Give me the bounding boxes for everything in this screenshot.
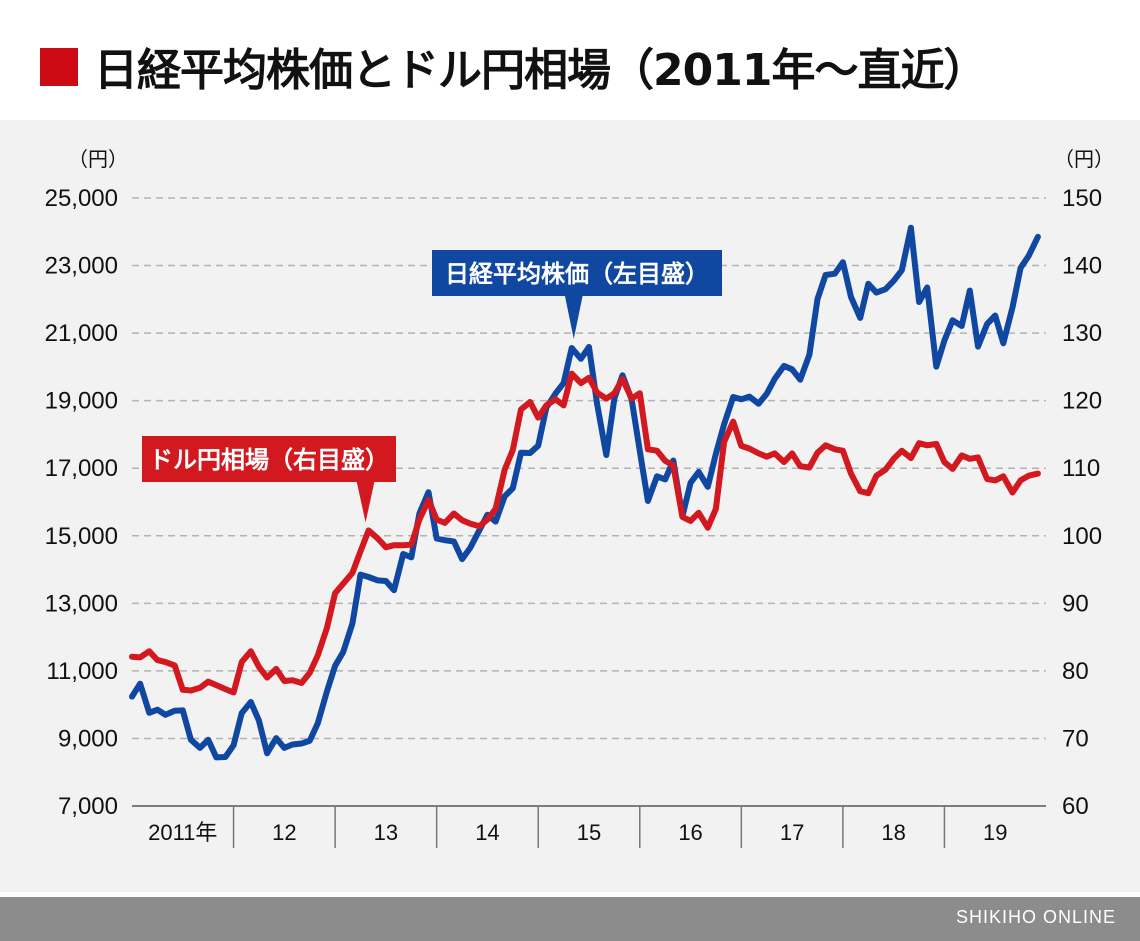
series-layer [129,224,1041,761]
right-tick-label: 80 [1062,658,1089,685]
year-label: 18 [881,820,905,845]
right-tick-label: 150 [1062,185,1102,212]
usdjpy-callout: ドル円相場（右目盛） [142,436,396,523]
right-tick-label: 140 [1062,253,1102,280]
right-tick-label: 90 [1062,590,1089,617]
title-bar: 日経平均株価とドル円相場（2011年〜直近） [0,0,1140,120]
left-tick-label: 17,000 [45,455,118,482]
callout-layer: 日経平均株価（左目盛） ドル円相場（右目盛） [142,250,722,523]
usdjpy-line [129,370,1041,696]
grid-layer [132,197,1046,740]
right-tick-label: 120 [1062,388,1102,415]
left-tick-label: 7,000 [58,793,118,820]
left-tick-label: 11,000 [46,658,118,685]
left-tick-label: 15,000 [45,523,118,550]
year-label: 2011年 [148,820,217,845]
left-tick-label: 13,000 [45,590,118,617]
right-axis-unit: （円） [1054,148,1114,171]
year-label: 15 [577,820,601,845]
footer-bar: SHIKIHO ONLINE [0,897,1140,941]
year-label: 16 [678,820,702,845]
usdjpy-callout-box [142,436,396,482]
nikkei-line [129,224,1041,761]
right-tick-label: 70 [1062,725,1089,752]
right-tick-label: 60 [1062,793,1089,820]
usdjpy-callout-pointer [356,481,375,523]
year-label: 17 [780,820,804,845]
left-tick-label: 23,000 [45,253,118,280]
nikkei-callout-box [432,250,722,296]
right-tick-label: 110 [1062,455,1100,482]
axis-layer: 7,000 9,000 11,000 13,000 15,000 17,000 19,000… [45,148,1114,848]
chart-title: 日経平均株価とドル円相場（2011年〜直近） [94,45,987,96]
nikkei-callout: 日経平均株価（左目盛） [432,250,722,339]
right-tick-label: 100 [1062,523,1102,550]
left-tick-label: 19,000 [45,388,118,415]
nikkei-callout-pointer [564,295,583,339]
left-axis-unit: （円） [68,148,128,171]
year-label: 13 [374,820,398,845]
left-tick-label: 9,000 [58,725,118,752]
nikkei-callout-label: 日経平均株価（左目盛） [445,260,709,288]
usdjpy-callout-label: ドル円相場（右目盛） [149,446,389,474]
year-label: 14 [475,820,499,845]
left-tick-label: 21,000 [45,320,118,347]
plot-background [0,120,1140,892]
footer-credit: SHIKIHO ONLINE [955,907,1116,927]
year-label: 19 [983,820,1007,845]
left-tick-label: 25,000 [45,185,118,212]
right-tick-label: 130 [1062,320,1102,347]
year-label: 12 [272,820,296,845]
title-marker [40,48,78,86]
